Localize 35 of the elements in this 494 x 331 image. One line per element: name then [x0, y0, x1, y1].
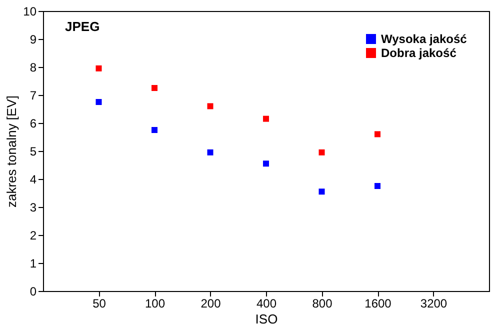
point — [207, 149, 214, 156]
point — [263, 160, 269, 167]
y-tick-label: 3 — [30, 200, 37, 214]
x-axis-title: ISO — [255, 312, 278, 326]
legend-label: Wysoka jakość — [381, 32, 468, 46]
point — [318, 149, 325, 156]
point — [263, 116, 269, 122]
legend-label: Dobra jakość — [381, 46, 457, 60]
y-axis-title: zakres tonalny [EV] — [4, 96, 20, 208]
y-tick-label: 0 — [30, 284, 37, 298]
point — [96, 99, 102, 105]
point — [207, 103, 214, 110]
point — [318, 188, 325, 195]
x-tick-label: 200 — [200, 296, 222, 310]
x-tick-label: 100 — [144, 296, 166, 310]
x-tick-label: 400 — [256, 296, 277, 310]
x-tick-label: 1600 — [364, 296, 392, 310]
y-tick-label: 6 — [30, 116, 37, 130]
y-tick-label: 8 — [30, 60, 37, 74]
point — [152, 85, 158, 91]
point — [374, 183, 380, 189]
y-tick-label: 9 — [30, 32, 37, 46]
y-tick-label: 5 — [30, 144, 37, 158]
point — [96, 65, 102, 72]
point — [374, 131, 380, 138]
annotation: JPEG — [65, 19, 100, 34]
x-tick-label: 50 — [92, 296, 106, 310]
x-tick-label: 800 — [312, 296, 333, 310]
y-tick-label: 4 — [30, 172, 37, 186]
x-tick-label: 3200 — [420, 296, 448, 310]
y-tick-label: 10 — [23, 4, 37, 18]
point — [152, 127, 158, 133]
y-tick-label: 7 — [30, 88, 37, 102]
y-tick-label: 2 — [30, 228, 37, 242]
y-tick-label: 1 — [30, 256, 37, 270]
